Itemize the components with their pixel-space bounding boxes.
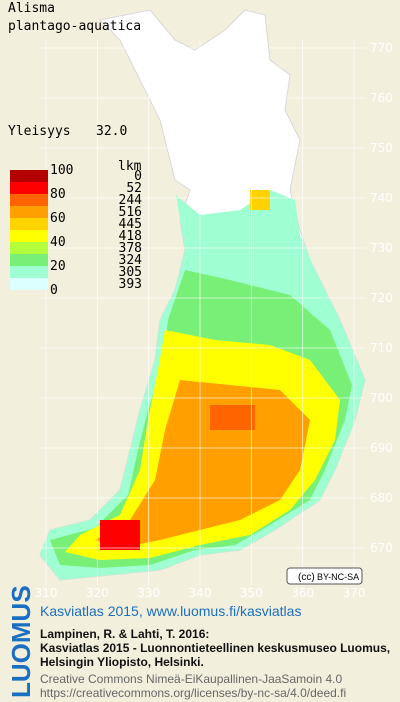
title-line: Alisma [8,1,55,16]
easting-label: 330 [137,586,160,600]
headline: Kasviatlas 2015, www.luomus.fi/kasviatla… [40,603,301,619]
northing-label: 770 [370,41,393,55]
license-badge-text: BY-NC-SA [317,572,359,582]
northing-label: 680 [370,491,393,505]
grid: 770 760 750 740 730 720 710 700 690 680 670 310 320 3… [35,40,393,600]
legend-count: 324 [119,253,143,268]
legend-swatch [10,242,48,254]
cc-icon: (cc) [298,572,315,583]
easting-label: 370 [343,586,366,600]
legend-scale-label: 80 [50,187,66,202]
legend-scale-label: 0 [50,283,58,298]
legend-swatch [10,278,48,290]
easting-label: 350 [240,586,263,600]
count-header: lkm [118,159,142,174]
northing-label: 730 [370,241,393,255]
legend-count: 378 [119,241,142,256]
occurrence-hotspot [100,520,140,550]
legend-swatch [10,230,48,242]
legend-count: 0 [134,169,142,184]
logo: LUOMUS [6,585,36,698]
citation-line: Helsingin Yliopisto, Helsinki. [40,655,204,669]
northing-label: 710 [370,341,393,355]
citation-line: Kasviatlas 2015 - Luonnontieteellinen ke… [40,641,390,655]
legend-scale-label: 60 [50,211,66,226]
legend-count: 418 [119,229,142,244]
legend-count: 244 [119,193,143,208]
legend-count: 52 [126,181,142,196]
legend-swatch [10,194,48,206]
northing-label: 760 [370,91,393,105]
easting-label: 310 [35,586,58,600]
license-badge [286,567,363,585]
legend-swatch [10,266,48,278]
northing-label: 740 [370,191,393,205]
license-line: https://creativecommons.org/licenses/by-… [40,686,346,700]
legend-swatch [10,254,48,266]
frequency-label: Yleisyys [8,124,71,139]
license-line: Creative Commons Nimeä-EiKaupallinen-Jaa… [40,672,342,686]
frequency-value: 32.0 [96,124,127,139]
legend-swatch [10,218,48,230]
occurrence-hotspot [250,190,270,210]
legend-scale-label: 20 [50,259,66,274]
legend-swatch [10,182,48,194]
easting-label: 320 [86,586,109,600]
easting-label: 340 [189,586,212,600]
northing-label: 720 [370,291,393,305]
occurrence-hotspot [210,405,255,430]
legend-count: 393 [119,277,142,292]
northing-label: 750 [370,141,393,155]
citation-line: Lampinen, R. & Lahti, T. 2016: [40,627,209,641]
title-line: plantago-aquatica [8,19,141,34]
legend-count: 445 [119,217,142,232]
easting-label: 360 [291,586,314,600]
northing-label: 670 [370,541,393,555]
map: 770 760 750 740 730 720 710 700 690 680 670 310 320 3… [35,9,393,600]
northing-label: 690 [370,441,393,455]
legend-count: 516 [119,205,142,220]
legend-count: 305 [119,265,142,280]
legend-scale-label: 40 [50,235,66,250]
legend-swatch [10,206,48,218]
northing-label: 700 [370,391,393,405]
legend-swatch [10,170,48,182]
legend-scale-label: 100 [50,163,73,178]
